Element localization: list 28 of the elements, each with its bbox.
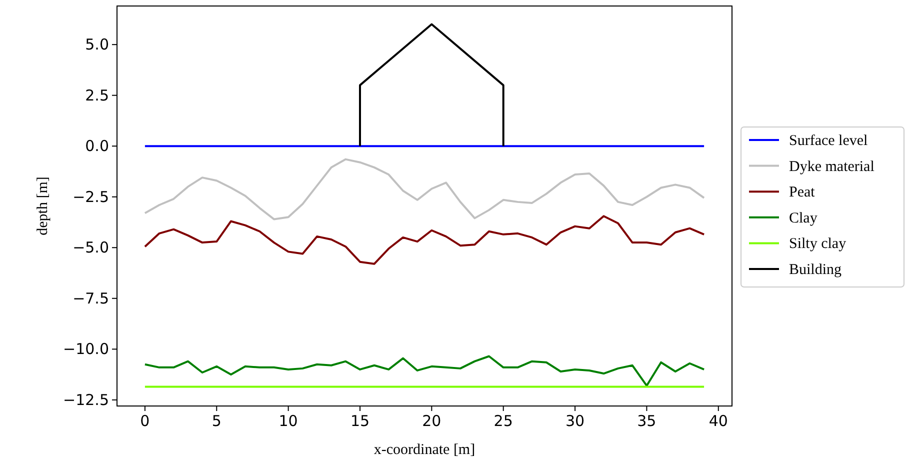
y-tick-label: −10.0: [63, 340, 109, 358]
y-tick-label: −7.5: [72, 289, 109, 308]
x-axis-title: x-coordinate [m]: [374, 442, 476, 458]
x-tick-label: 15: [350, 412, 370, 430]
legend-label: Surface level: [789, 133, 868, 149]
x-tick-label: 30: [565, 412, 585, 430]
x-tick-label: 0: [140, 412, 150, 430]
legend-label: Building: [789, 262, 842, 278]
y-tick-label: 2.5: [85, 86, 109, 104]
y-tick-label: −2.5: [72, 188, 109, 206]
x-tick-label: 5: [212, 412, 222, 430]
x-tick-label: 40: [708, 412, 728, 430]
y-tick-label: 5.0: [85, 36, 109, 54]
y-tick-label: −5.0: [72, 238, 109, 257]
y-axis-title: depth [m]: [35, 176, 51, 236]
legend-label: Clay: [789, 210, 818, 226]
x-tick-label: 35: [637, 412, 656, 430]
x-tick-label: 10: [278, 412, 298, 430]
legend-label: Silty clay: [789, 236, 847, 252]
y-tick-label: 0.0: [85, 137, 109, 156]
y-tick-label: −12.5: [63, 390, 109, 409]
line-series: [144, 215, 706, 265]
legend-label: Dyke material: [789, 158, 874, 175]
x-tick-label: 20: [422, 412, 442, 430]
line-series: [144, 355, 706, 387]
line-series: [144, 158, 706, 220]
x-tick-label: 25: [494, 412, 513, 430]
legend-label: Peat: [789, 184, 816, 201]
